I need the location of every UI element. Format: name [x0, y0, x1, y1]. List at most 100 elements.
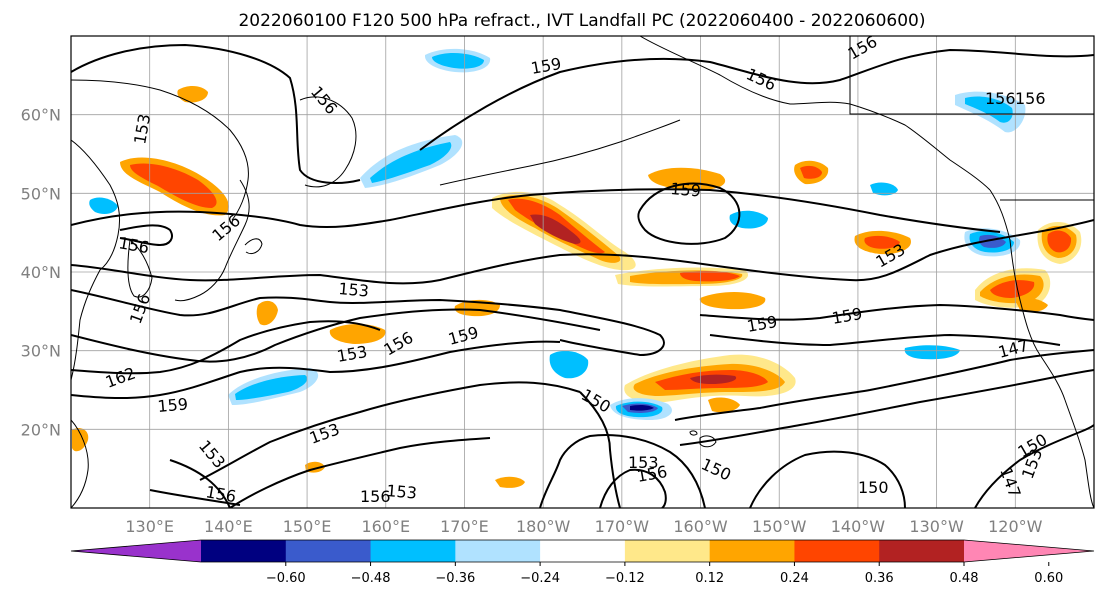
longitude-tick-label: 130°E	[125, 517, 174, 536]
positive-anomaly-blob	[72, 428, 89, 452]
contour-line	[679, 369, 1094, 446]
colorbar-tick-label: 0.48	[950, 571, 979, 586]
contour-line	[71, 188, 1001, 233]
contour-line	[71, 289, 665, 357]
contour-label: 153	[338, 279, 370, 301]
coastline-asia	[71, 139, 121, 381]
colorbar-outline	[70, 539, 1095, 563]
colorbar-tick-label: −0.36	[435, 571, 475, 586]
coastline-hawaii	[689, 430, 698, 436]
colorbar-segment	[370, 540, 456, 562]
height-contours	[71, 43, 1094, 508]
negative-anomaly-blob	[549, 350, 589, 379]
longitude-tick-label: 180°W	[516, 517, 571, 536]
colorbar-tick-label: −0.24	[520, 571, 560, 586]
negative-anomaly-blob	[89, 197, 118, 214]
colorbar-segment	[201, 540, 287, 562]
contour-line	[419, 48, 1094, 151]
colorbar-segment	[879, 540, 965, 562]
coastline-north-america	[1064, 399, 1094, 508]
coastlines	[71, 36, 1094, 508]
contour-label: 156	[985, 89, 1016, 108]
coastline-kamchatka	[299, 96, 357, 188]
map-frame	[70, 35, 1095, 509]
colorbar-segment	[455, 540, 541, 562]
contour-label: 153	[386, 481, 418, 503]
positive-anomaly-blob	[530, 214, 581, 244]
contour-line	[974, 424, 1094, 508]
positive-anomaly-blob	[699, 292, 766, 310]
contour-line	[674, 349, 1094, 421]
longitude-tick-label: 170°E	[440, 517, 489, 536]
contour-line	[709, 333, 1061, 347]
negative-anomaly-blob	[965, 96, 1013, 123]
contour-line	[71, 219, 1094, 285]
colorbar-tick-label: −0.48	[351, 571, 391, 586]
colorbar-extend-low	[71, 540, 201, 562]
negative-anomaly-blob	[630, 404, 654, 411]
positive-anomaly-blob	[130, 163, 217, 208]
figure-title: 2022060100 F120 500 hPa refract., IVT La…	[238, 11, 925, 31]
contour-label: 159	[670, 179, 702, 201]
positive-anomaly-blob	[329, 324, 386, 344]
latitude-tick-labels: 20°N 30°N 40°N 50°N 60°N	[21, 106, 61, 440]
coastline-asia	[71, 79, 249, 221]
contour-line	[699, 303, 1094, 321]
contour-label: 156	[1015, 89, 1046, 108]
colorbar-tick-label: 0.36	[865, 571, 894, 586]
positive-anomaly-blob	[177, 86, 208, 103]
contour-line	[169, 459, 231, 508]
map-panel: 156 159 156 156 153 156 156 159 153 153 …	[21, 35, 1095, 536]
longitude-tick-label: 160°E	[361, 517, 410, 536]
colorbar	[70, 539, 1095, 563]
coastline-north-america	[989, 189, 1066, 401]
positive-anomaly-blob	[690, 374, 737, 384]
colorbar-tick-label: 0.24	[780, 571, 809, 586]
coastline-korea	[127, 239, 153, 298]
positive-anomaly-blob	[256, 300, 278, 326]
negative-anomaly-blob	[370, 142, 452, 183]
longitude-tick-label: 120°W	[988, 517, 1043, 536]
positive-anomaly-blob	[990, 280, 1035, 298]
positive-anomaly-blob	[1015, 297, 1048, 313]
colorbar-segment	[285, 540, 372, 562]
contour-line	[71, 340, 561, 400]
coastline-aleutians	[439, 119, 681, 186]
colorbar-segment	[624, 540, 711, 562]
longitude-tick-label: 150°E	[283, 517, 332, 536]
colorbar-tick-label: 0.60	[1034, 571, 1063, 586]
positive-anomaly-blob	[680, 271, 740, 282]
colorbar-segment	[709, 540, 795, 562]
contour-line	[71, 308, 601, 363]
positive-anomaly-blob	[708, 397, 740, 413]
contour-line	[149, 489, 241, 506]
contour-line	[119, 224, 173, 247]
colorbar-extend-high	[964, 540, 1094, 562]
coastline-china	[71, 419, 89, 508]
negative-anomaly-blob	[235, 375, 308, 400]
colorbar-segment	[794, 540, 880, 562]
longitude-tick-label: 160°W	[673, 517, 728, 536]
contour-label: 150	[858, 478, 889, 497]
map-gridlines	[71, 36, 1094, 508]
coastline-alaska	[639, 36, 991, 191]
colorbar-tick-label: −0.60	[266, 571, 306, 586]
contour-line	[749, 450, 906, 508]
contour-line	[71, 43, 361, 184]
negative-anomaly-blob	[870, 182, 898, 196]
latitude-tick-label: 30°N	[21, 342, 61, 361]
latitude-tick-label: 50°N	[21, 184, 61, 203]
latitude-tick-label: 40°N	[21, 263, 61, 282]
longitude-tick-label: 130°W	[909, 517, 964, 536]
positive-anomaly-blob	[1047, 230, 1072, 253]
longitude-tick-label: 140°W	[831, 517, 886, 536]
colorbar-tick-label: −0.12	[605, 571, 645, 586]
contour-label: 156	[360, 487, 391, 506]
coastline-hawaii	[699, 435, 717, 448]
contour-label: 153	[628, 453, 659, 472]
colorbar-tick-labels: −0.60 −0.48 −0.36 −0.24 −0.12 0.12 0.24 0.36 0.4…	[266, 562, 1063, 586]
contour-line	[579, 391, 621, 508]
latitude-tick-label: 60°N	[21, 106, 61, 125]
